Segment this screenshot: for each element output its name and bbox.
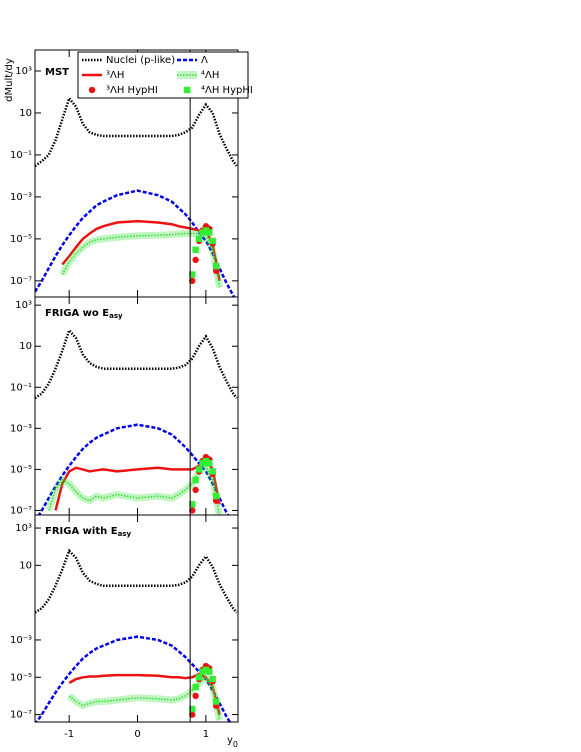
y-tick-label: 10⁻³ — [10, 192, 32, 203]
hyphi-point — [195, 466, 203, 473]
hyphi-point — [209, 675, 216, 683]
series-line — [35, 635, 232, 722]
hyphi-point — [192, 683, 199, 691]
legend-box — [77, 51, 249, 99]
hyphi-point — [209, 237, 216, 245]
legend-swatch — [88, 86, 96, 94]
hyphi-point — [206, 460, 213, 467]
panel-label-sub: asy — [118, 530, 132, 538]
legend-label: ³ΛH — [106, 70, 124, 81]
y-tick-label: 10⁻⁵ — [10, 234, 32, 245]
legend-label: ³ΛH HypHI — [106, 85, 158, 96]
y-axis-label: dMult/dy — [4, 58, 15, 102]
x-tick-label: -1 — [64, 729, 74, 740]
y-tick-label: 10⁻⁷ — [10, 505, 32, 516]
hyphi-point — [189, 271, 196, 278]
hyphi-point — [199, 668, 206, 675]
hyphi-point — [199, 460, 206, 467]
y-tick-label: 10³ — [15, 66, 32, 77]
hyphi-point — [195, 235, 203, 243]
y-tick-label: 10³ — [15, 300, 32, 311]
x-tick-label: 0 — [134, 729, 140, 740]
y-tick-label: 10⁻⁵ — [10, 672, 32, 683]
hyphi-point — [189, 501, 196, 508]
series-line — [35, 327, 238, 400]
x-axis-label: y0 — [227, 735, 238, 749]
series-line — [35, 548, 238, 614]
hyphi-point — [209, 468, 216, 475]
hyphi-point — [206, 668, 213, 675]
plot-area — [35, 548, 238, 722]
hyphi-point — [195, 674, 203, 681]
y-tick-label: 10⁻⁷ — [10, 710, 32, 721]
legend-label: Λ — [201, 55, 208, 66]
plot-area — [35, 327, 238, 515]
hyphi-point — [192, 692, 199, 700]
panel-label-sub: asy — [109, 312, 123, 320]
frame — [34, 514, 239, 723]
hyphi-point — [202, 666, 210, 674]
y-tick-label: 10⁻⁵ — [10, 464, 32, 475]
y-tick-label: 10⁻³ — [10, 635, 32, 646]
hyphi-point — [192, 476, 199, 484]
hyphi-point — [189, 705, 196, 713]
hyphi-point — [192, 486, 199, 494]
series-line — [68, 676, 221, 721]
y-tick-label: 10⁻¹ — [10, 150, 32, 161]
hyphi-point — [206, 229, 213, 236]
legend-label: ⁴ΛH HypHI — [201, 85, 253, 96]
y-tick-label: 10⁻⁷ — [10, 276, 32, 287]
panel-label-text: FRIGA wo E — [45, 308, 109, 319]
y-tick-label: 10 — [19, 560, 32, 571]
hyphi-point — [202, 227, 210, 234]
y-tick-label: 10⁻³ — [10, 423, 32, 434]
legend-label: Nuclei (p-like) — [106, 55, 175, 66]
panel-label: MST — [45, 67, 69, 78]
hyphi-point — [202, 458, 210, 465]
series-line — [54, 457, 221, 511]
x-tick-label: 1 — [203, 729, 209, 740]
plot-area — [35, 95, 238, 297]
y-tick-label: 10 — [19, 341, 32, 352]
hyphi-point — [192, 246, 199, 254]
y-tick-label: 10⁻¹ — [10, 382, 32, 393]
hyphi-point — [212, 262, 220, 270]
x-axis-label-text: y — [227, 735, 233, 746]
panel-label: FRIGA with Easy — [45, 526, 131, 538]
hyphi-point — [199, 229, 206, 236]
series-line — [35, 95, 238, 167]
hyphi-point — [212, 492, 220, 500]
x-axis-label-sub: 0 — [233, 740, 238, 749]
hyphi-point — [192, 256, 199, 264]
panel-label: FRIGA wo Easy — [45, 308, 123, 320]
legend-label: ⁴ΛH — [201, 70, 219, 81]
hyphi-point — [212, 698, 220, 705]
legend-swatch — [184, 86, 191, 94]
panel-label-text: MST — [45, 67, 69, 78]
panel-label-text: FRIGA with E — [45, 526, 118, 537]
series-line — [35, 189, 236, 297]
series-line — [37, 423, 230, 515]
y-tick-label: 10³ — [15, 523, 32, 534]
y-tick-label: 10 — [19, 108, 32, 119]
